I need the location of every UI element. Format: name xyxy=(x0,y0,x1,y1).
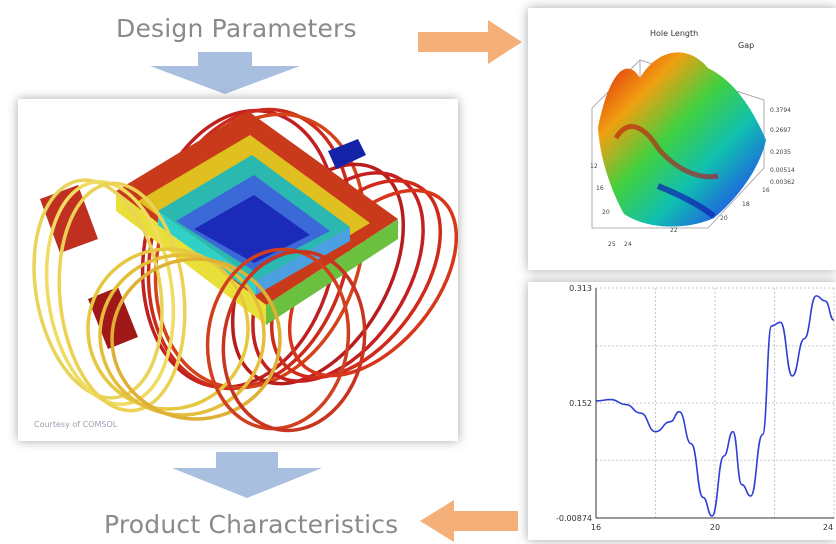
left-tick: 25 xyxy=(608,241,616,248)
y-tick-label: 0.152 xyxy=(569,399,592,408)
simulation-image-panel: Courtesy of COMSOL xyxy=(18,99,459,441)
y-tick-label: -0.00874 xyxy=(556,514,592,523)
courtesy-credit: Courtesy of COMSOL xyxy=(34,420,118,429)
product-characteristics-label: Product Characteristics xyxy=(104,510,399,539)
surface-plot: Hole Length Gap 0.3794 0.2697 0.2035 0.0… xyxy=(590,29,795,248)
x-tick-label: 16 xyxy=(591,523,601,532)
right-arrow-top xyxy=(418,20,522,64)
left-tick: 20 xyxy=(602,209,610,216)
line-chart: 0.313 0.152 -0.00874 16 20 24 xyxy=(528,282,836,540)
left-tick: 16 xyxy=(596,185,604,192)
bottom-tick: 16 xyxy=(762,187,770,194)
surface-mesh xyxy=(598,52,766,227)
z-tick: 0.00514 xyxy=(770,167,795,174)
top-block xyxy=(328,139,366,169)
coil-loops-front xyxy=(32,178,367,433)
axis-label-gap: Gap xyxy=(738,41,754,50)
left-arrow-bottom xyxy=(420,500,518,542)
z-tick: 0.3794 xyxy=(770,107,791,114)
axis-label-hole-length: Hole Length xyxy=(650,29,698,38)
down-arrow-bottom xyxy=(172,452,322,498)
bottom-tick: 24 xyxy=(624,241,632,248)
frame-front-right xyxy=(266,219,398,325)
bottom-tick: 18 xyxy=(742,201,750,208)
down-arrow-top xyxy=(150,52,300,94)
line-chart-panel: 0.313 0.152 -0.00874 16 20 24 xyxy=(528,282,836,540)
x-tick-label: 24 xyxy=(823,523,833,532)
design-parameters-label: Design Parameters xyxy=(116,14,357,43)
y-tick-label: 0.313 xyxy=(569,284,592,293)
z-tick: 0.2035 xyxy=(770,149,791,156)
z-tick: 0.00362 xyxy=(770,179,795,186)
z-tick: 0.2697 xyxy=(770,127,791,134)
left-block xyxy=(88,287,138,349)
surface-plot-panel: Hole Length Gap 0.3794 0.2697 0.2035 0.0… xyxy=(528,8,836,270)
coil-simulation-image xyxy=(32,107,459,433)
x-tick-label: 20 xyxy=(710,523,720,532)
series-line xyxy=(595,295,835,517)
bottom-tick: 20 xyxy=(720,215,728,222)
bottom-tick: 22 xyxy=(670,227,678,234)
left-tick: 12 xyxy=(590,163,598,170)
